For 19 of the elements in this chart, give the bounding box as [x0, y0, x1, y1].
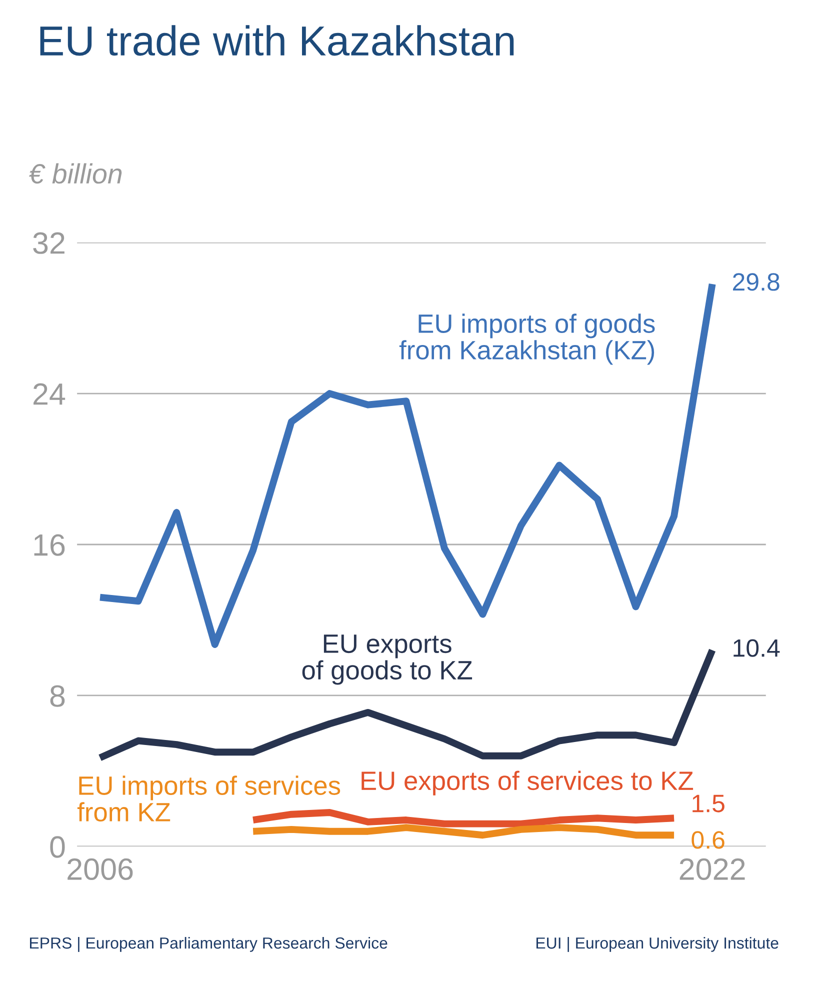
y-tick-label: 32	[33, 232, 64, 254]
y-tick-label: 24	[34, 383, 66, 405]
data-label: 0.6	[692, 831, 724, 849]
text: EPRS | European Parliamentary Research Service	[30, 936, 388, 952]
y-tick-label: 0	[50, 836, 65, 858]
y-axis-title: € billion	[28, 163, 122, 184]
series-label: EU imports of services from KZ	[77, 776, 340, 822]
series-label: EU exports of goods to KZ	[302, 634, 472, 685]
chart-title: EU trade with Kazakhstan	[40, 25, 514, 56]
text: EUI | European University Institute	[536, 936, 778, 952]
x-tick-label: 2022	[680, 858, 745, 880]
series-label: EU imports of goods from Kazakhstan (KZ)	[399, 314, 655, 365]
y-tick-label: 8	[50, 685, 65, 707]
data-label: 1.5	[692, 794, 724, 812]
y-tick-label: 16	[34, 534, 65, 556]
data-label: 29.8	[733, 273, 780, 291]
data-label: 10.4	[734, 639, 780, 657]
series-label: EU exports of services to KZ	[362, 770, 694, 796]
x-tick-label: 2006	[68, 858, 133, 880]
